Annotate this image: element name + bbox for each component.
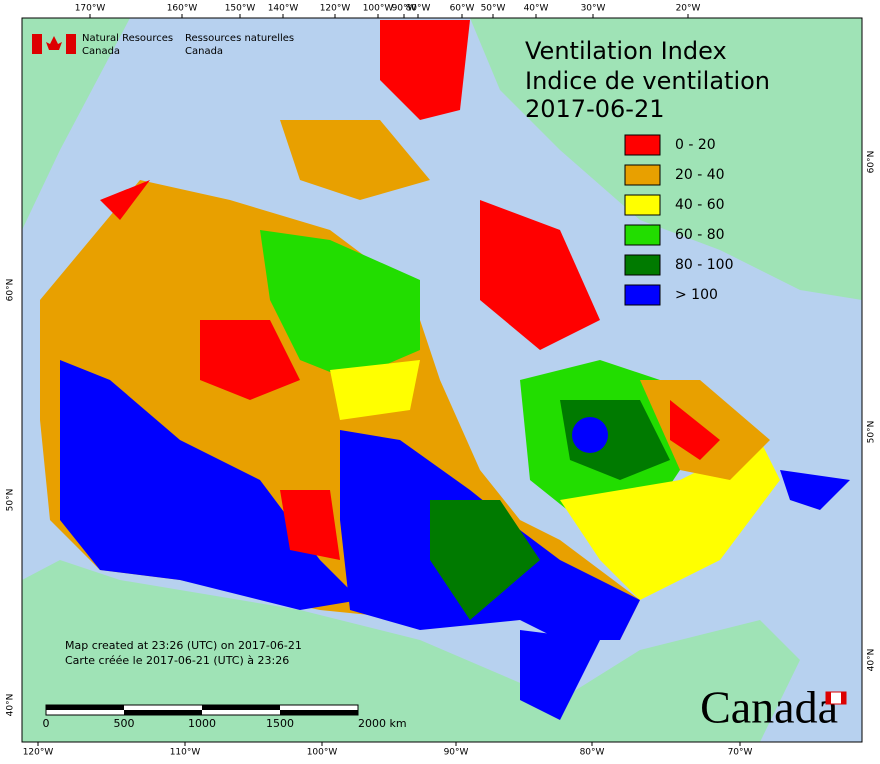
blob <box>200 320 300 400</box>
wordmark-flag <box>826 692 831 704</box>
legend-label: 40 - 60 <box>675 197 725 213</box>
wordmark-flag <box>841 692 846 704</box>
lat-label: 50°N <box>867 421 877 444</box>
lon-label: 80°W <box>406 4 431 14</box>
frame <box>21 17 863 743</box>
scale-label: 500 <box>114 717 135 730</box>
lon-label: 100°W <box>307 748 338 758</box>
lat-label: 60°N <box>867 151 877 174</box>
lon-label: 120°W <box>23 748 54 758</box>
basemap <box>22 18 862 742</box>
arctic-islands <box>280 120 430 200</box>
newfoundland <box>780 470 850 510</box>
lon-label: 90°W <box>392 4 417 14</box>
region-nunavut <box>260 230 420 380</box>
greenland <box>470 18 862 300</box>
blob <box>670 400 720 460</box>
lat-label: 40°N <box>6 694 16 717</box>
agency-fr: Ressources naturelles <box>185 33 294 44</box>
scale-label: 1000 <box>188 717 216 730</box>
legend-label: 60 - 80 <box>675 227 725 243</box>
ellesmere <box>380 20 470 120</box>
lon-label: 120°W <box>320 4 351 14</box>
lon-label: 90°W <box>444 748 469 758</box>
blob <box>572 417 608 453</box>
scale-segment <box>280 710 358 715</box>
legend-swatch <box>624 224 661 246</box>
region-yellow <box>330 360 420 420</box>
region-bc-prairies <box>60 360 360 610</box>
lon-label: 100°W <box>363 4 394 14</box>
lat-label: 60°N <box>6 279 16 302</box>
maple-leaf <box>46 36 62 50</box>
scale-label: 1500 <box>266 717 294 730</box>
agency-en: Canada <box>82 46 120 57</box>
lon-label: 160°W <box>167 4 198 14</box>
legend-swatch <box>624 254 661 276</box>
lon-label: 80°W <box>580 748 605 758</box>
lat-label: 40°N <box>867 649 877 672</box>
region-green-dark <box>430 500 540 620</box>
baffin <box>480 200 600 350</box>
scale-label: 0 <box>43 717 50 730</box>
legend-label: > 100 <box>675 287 718 303</box>
scale-label: 2000 km <box>358 717 407 730</box>
flag-bar <box>66 34 76 54</box>
note: Carte créée le 2017-06-21 (UTC) à 23:26 <box>65 654 289 667</box>
lon-label: 30°W <box>581 4 606 14</box>
legend-label: 0 - 20 <box>675 137 716 153</box>
scale-segment <box>124 710 202 715</box>
lon-label: 60°W <box>450 4 475 14</box>
alaska <box>22 18 130 230</box>
legend-swatch <box>624 194 661 216</box>
region-east <box>560 440 780 600</box>
legend-swatch <box>624 164 661 186</box>
blob <box>100 180 150 220</box>
lon-label: 40°W <box>524 4 549 14</box>
title: 2017-06-21 <box>525 95 664 123</box>
scale-segment <box>202 705 280 710</box>
lon-label: 110°W <box>170 748 201 758</box>
legend-swatch <box>624 284 661 306</box>
legend-label: 20 - 40 <box>675 167 725 183</box>
logo <box>32 34 76 54</box>
lon-label: 20°W <box>676 4 701 14</box>
legend-label: 80 - 100 <box>675 257 734 273</box>
scale-segment <box>46 705 124 710</box>
blob <box>280 490 340 560</box>
scale-bar <box>45 704 359 716</box>
lat-label: 50°N <box>6 489 16 512</box>
lon-label: 50°W <box>481 4 506 14</box>
wordmark: Canada <box>700 682 838 733</box>
title: Ventilation Index <box>525 37 727 65</box>
lon-label: 70°W <box>728 748 753 758</box>
south-ontario <box>520 630 600 720</box>
legend-swatch <box>624 134 661 156</box>
lon-label: 150°W <box>225 4 256 14</box>
usa <box>22 560 800 742</box>
note: Map created at 23:26 (UTC) on 2017-06-21 <box>65 639 302 652</box>
title: Indice de ventilation <box>525 67 770 95</box>
agency-en: Natural Resources <box>82 33 173 44</box>
lon-label: 140°W <box>268 4 299 14</box>
agency-fr: Canada <box>185 46 223 57</box>
flag-bar <box>32 34 42 54</box>
lon-label: 170°W <box>75 4 106 14</box>
